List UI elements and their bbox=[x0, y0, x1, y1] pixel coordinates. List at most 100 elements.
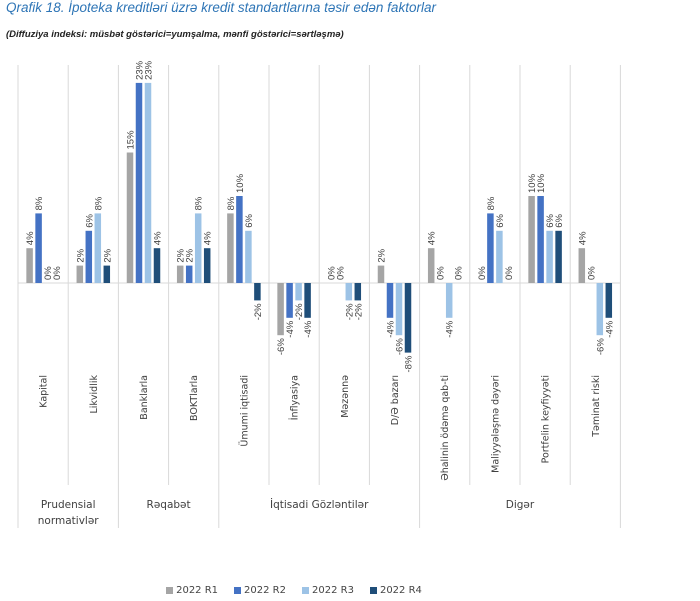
data-label: -6% bbox=[595, 338, 606, 355]
bar bbox=[185, 265, 193, 283]
data-label: 6% bbox=[495, 214, 506, 228]
data-label: 4% bbox=[153, 231, 164, 245]
bar bbox=[546, 230, 553, 283]
bar bbox=[427, 248, 435, 283]
data-label: -6% bbox=[395, 338, 406, 355]
bar bbox=[354, 283, 362, 301]
data-label: 6% bbox=[554, 214, 565, 228]
legend-label: 2022 R4 bbox=[379, 585, 422, 596]
data-label: 6% bbox=[244, 214, 255, 228]
data-label: -2% bbox=[353, 303, 364, 320]
bar bbox=[103, 265, 111, 283]
bar bbox=[26, 248, 33, 283]
bar bbox=[35, 213, 42, 283]
data-label: 0% bbox=[477, 266, 488, 280]
group-label: Prudensial bbox=[41, 499, 96, 511]
data-label: 4% bbox=[203, 231, 214, 245]
data-label: 0% bbox=[326, 266, 337, 280]
bar bbox=[496, 230, 503, 283]
data-label: -4% bbox=[303, 320, 314, 337]
data-label: 8% bbox=[486, 196, 497, 210]
data-label: 2% bbox=[377, 248, 388, 262]
category-label: Portfelin keyfiyyəti bbox=[541, 375, 552, 463]
bar bbox=[537, 196, 544, 283]
category-label: Əhalinin ödəmə qab-ti bbox=[440, 375, 451, 481]
bar bbox=[277, 283, 284, 336]
bar bbox=[94, 213, 102, 283]
category-label: BOKTlarla bbox=[189, 375, 200, 421]
bar bbox=[445, 283, 453, 318]
data-label: 8% bbox=[34, 196, 45, 210]
data-label: 2% bbox=[185, 248, 196, 262]
bar bbox=[345, 283, 353, 301]
data-label: -4% bbox=[445, 320, 456, 337]
bar bbox=[76, 265, 84, 283]
data-label: 2% bbox=[102, 248, 113, 262]
data-label: 23% bbox=[144, 60, 155, 80]
bar bbox=[596, 283, 604, 336]
group-label: normativlər bbox=[38, 515, 99, 527]
bar bbox=[395, 283, 403, 336]
data-label: -6% bbox=[276, 338, 287, 355]
bar bbox=[153, 248, 161, 283]
data-label: 0% bbox=[454, 266, 465, 280]
bar bbox=[295, 283, 302, 301]
data-label: 8% bbox=[194, 196, 205, 210]
data-label: 0% bbox=[52, 266, 63, 280]
data-label: 0% bbox=[43, 266, 54, 280]
data-label: -2% bbox=[344, 303, 355, 320]
bar bbox=[135, 82, 143, 284]
bar bbox=[304, 283, 311, 318]
category-label: Təminat riski bbox=[591, 375, 602, 438]
group-label: İqtisadi Gözləntilər bbox=[270, 498, 369, 511]
group-label: Rəqabət bbox=[147, 499, 191, 511]
bar bbox=[227, 213, 234, 283]
chart-subtitle: (Diffuziya indeksi: müsbət göstərici=yum… bbox=[6, 29, 344, 40]
data-label: -8% bbox=[404, 355, 415, 372]
category-label: D/Ə bazarı bbox=[390, 375, 401, 425]
data-label: 15% bbox=[126, 130, 137, 150]
bar bbox=[144, 82, 152, 284]
category-label: Ümumi iqtisadi bbox=[239, 375, 250, 447]
legend: 2022 R1 2022 R2 2022 R3 2022 R4 bbox=[0, 585, 644, 596]
bar bbox=[404, 283, 412, 353]
data-label: 6% bbox=[545, 214, 556, 228]
data-label: 23% bbox=[135, 60, 146, 80]
grid-lines bbox=[17, 65, 621, 528]
data-labels: 4% 2% 15% 2% 8% -6% 0% 2% 4% 0% 10% 4% 8% 6% 23% 2% 10% -… bbox=[25, 60, 615, 372]
data-label: 4% bbox=[25, 231, 36, 245]
chart-title: Qrafik 18. İpoteka kreditləri üzrə kredi… bbox=[6, 0, 436, 15]
data-label: 4% bbox=[577, 231, 588, 245]
legend-swatch bbox=[369, 587, 377, 594]
bar bbox=[245, 230, 252, 283]
group-label: Digər bbox=[506, 499, 535, 511]
legend-label: 2022 R3 bbox=[312, 585, 354, 596]
data-label: -4% bbox=[285, 320, 296, 337]
bar bbox=[194, 213, 202, 283]
bar bbox=[377, 265, 385, 283]
data-label: 6% bbox=[84, 214, 95, 228]
bar bbox=[386, 283, 394, 318]
data-label: 2% bbox=[75, 248, 86, 262]
data-label: 0% bbox=[436, 266, 447, 280]
legend-swatch bbox=[302, 587, 309, 594]
category-label: İnflyasiya bbox=[290, 375, 301, 420]
data-label: -4% bbox=[386, 320, 397, 337]
bar bbox=[236, 196, 243, 283]
bar bbox=[578, 248, 586, 283]
bar bbox=[605, 283, 613, 318]
bar bbox=[203, 248, 211, 283]
bar bbox=[555, 230, 562, 283]
category-label: Likvidlik bbox=[89, 375, 100, 414]
legend-label: 2022 R1 bbox=[176, 585, 219, 596]
legend-item: 2022 R4 bbox=[369, 585, 422, 596]
category-label: Banklarla bbox=[139, 375, 150, 420]
data-label: 10% bbox=[536, 173, 547, 193]
bar bbox=[528, 196, 535, 283]
data-label: 10% bbox=[235, 173, 246, 193]
group-labels: Prudensial normativlər Rəqabət İqtisadi Göz… bbox=[38, 498, 535, 527]
data-label: 4% bbox=[427, 231, 438, 245]
bar bbox=[286, 283, 293, 318]
data-label: 2% bbox=[176, 248, 187, 262]
